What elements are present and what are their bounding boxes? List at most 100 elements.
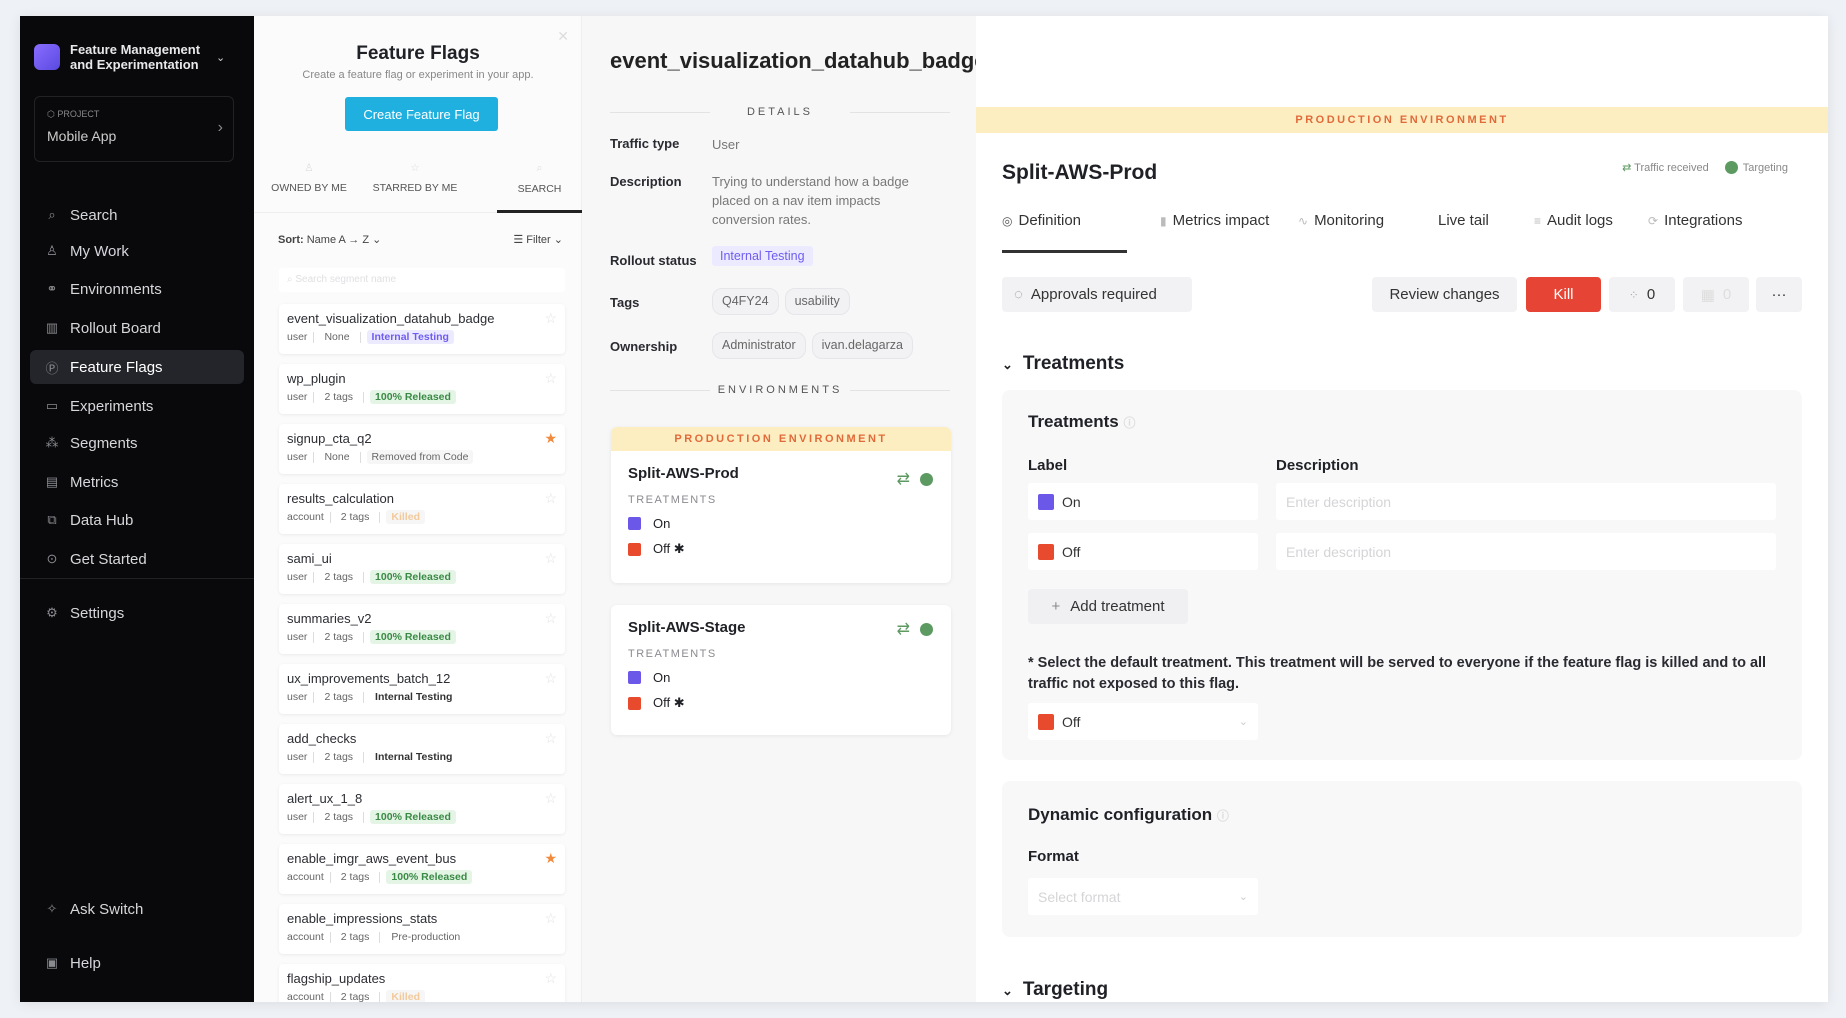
star-icon[interactable]: ☆ (544, 610, 557, 626)
app-name: Feature Management (70, 42, 201, 57)
user-icon: ♙ (46, 243, 58, 258)
search-input[interactable]: ⌕ Search segment name (279, 268, 565, 292)
sidebar-item-search[interactable]: ⌕ Search (30, 198, 244, 232)
environment-card-stage[interactable]: Split-AWS-Stage ⇄ TREATMENTS On Off ✱ (611, 605, 951, 735)
flag-tags: 2 tags (340, 511, 370, 523)
sidebar-item-metrics[interactable]: ▤ Metrics (30, 465, 244, 499)
traffic-status: ⇄ Traffic received (1622, 161, 1709, 174)
flag-list-item[interactable]: ux_improvements_batch_12 user 2 tags Intern… (279, 664, 565, 714)
default-treatment-select[interactable]: Off ⌄ (1028, 703, 1258, 740)
flag-list-item[interactable]: summaries_v2 user 2 tags 100% Released ☆ (279, 604, 565, 654)
star-icon[interactable]: ★ (544, 430, 557, 446)
flag-list-item[interactable]: flagship_updates account 2 tags Killed ☆ (279, 964, 565, 1002)
flag-list-item[interactable]: add_checks user 2 tags Internal Testing ☆ (279, 724, 565, 774)
review-changes-button[interactable]: Review changes (1372, 277, 1517, 312)
flag-tags: 2 tags (324, 391, 354, 403)
count: 0 (1646, 286, 1656, 303)
sidebar-item-label: Metrics (70, 473, 119, 491)
info-icon: ⓘ (1216, 809, 1229, 823)
tab-monitoring[interactable]: ∿ Monitoring (1298, 212, 1384, 229)
sidebar-item-feature-flags[interactable]: Ⓟ Feature Flags (30, 350, 244, 384)
star-icon[interactable]: ☆ (544, 370, 557, 386)
app-window: Feature Management and Experimentation ⌄… (20, 16, 1828, 1002)
environment-panel: PRODUCTION ENVIRONMENT Split-AWS-Prod ⇄ … (976, 16, 1828, 1002)
sidebar-item-experiments[interactable]: ▭ Experiments (30, 389, 244, 423)
tab-label: Audit logs (1547, 212, 1613, 229)
flag-list-item[interactable]: enable_imgr_aws_event_bus account 2 tags 10… (279, 844, 565, 894)
star-icon[interactable]: ☆ (544, 730, 557, 746)
targeting-section-toggle[interactable]: ⌄ Targeting (1002, 979, 1108, 1001)
format-select[interactable]: Select format ⌄ (1028, 878, 1258, 915)
treatment-description-input[interactable]: Enter description (1276, 533, 1776, 570)
tab-starred-by-me[interactable]: ☆ STARRED BY ME (360, 162, 470, 194)
sidebar-item-environments[interactable]: ⚭ Environments (30, 272, 244, 306)
flag-tags: None (324, 451, 350, 463)
flag-list-item[interactable]: wp_plugin user 2 tags 100% Released ☆ (279, 364, 565, 414)
project-name: Mobile App (47, 128, 117, 144)
star-icon[interactable]: ☆ (544, 910, 557, 926)
traffic-type-value: User (712, 137, 740, 152)
star-icon[interactable]: ☆ (544, 550, 557, 566)
flag-list-item[interactable]: sami_ui user 2 tags 100% Released ☆ (279, 544, 565, 594)
flag-traffic-type: user (287, 391, 308, 403)
project-icon: ⬡ (47, 109, 58, 119)
flag-traffic-type: account (287, 511, 324, 523)
tab-label: Monitoring (1314, 212, 1385, 229)
ask-switch-button[interactable]: ✧ Ask Switch (30, 892, 244, 926)
create-feature-flag-button[interactable]: Create Feature Flag (345, 97, 498, 131)
add-treatment-button[interactable]: + Add treatment (1028, 589, 1188, 624)
approvals-required-button[interactable]: ◌ Approvals required (1002, 277, 1192, 312)
help-button[interactable]: ▣ Help (30, 946, 244, 980)
traffic-arrows-icon: ⇄ (1622, 162, 1635, 174)
sidebar-item-rollout-board[interactable]: ▥ Rollout Board (30, 311, 244, 345)
sort-value: Name A → Z (306, 234, 370, 246)
treatment-label-input[interactable]: On (1028, 483, 1258, 520)
star-icon[interactable]: ☆ (544, 970, 557, 986)
tab-audit-logs[interactable]: ≡ Audit logs (1534, 212, 1613, 229)
tab-search[interactable]: ⌕ SEARCH (497, 162, 582, 213)
flag-traffic-type: user (287, 631, 308, 643)
tab-live-tail[interactable]: Live tail (1432, 212, 1489, 229)
segments-count-button[interactable]: ⁘ 0 (1609, 277, 1675, 312)
star-icon[interactable]: ☆ (544, 490, 557, 506)
sidebar-item-settings[interactable]: ⚙ Settings (30, 596, 244, 630)
input-value: Off (1062, 543, 1081, 560)
app-name-line2: and Experimentation (70, 57, 199, 72)
tab-definition[interactable]: ◎ Definition (1002, 212, 1081, 229)
filter-button[interactable]: ☰ Filter ⌄ (513, 233, 563, 246)
star-icon[interactable]: ☆ (544, 310, 557, 326)
flag-list-item[interactable]: alert_ux_1_8 user 2 tags 100% Released ☆ (279, 784, 565, 834)
more-options-button[interactable]: ··· (1756, 277, 1802, 312)
treatment-label-input[interactable]: Off (1028, 533, 1258, 570)
treatments-section-toggle[interactable]: ⌄ Treatments (1002, 353, 1124, 375)
flag-list-item[interactable]: enable_impressions_stats account 2 tags Pre… (279, 904, 565, 954)
environment-card-prod[interactable]: PRODUCTION ENVIRONMENT Split-AWS-Prod ⇄ … (611, 427, 951, 583)
format-label: Format (1028, 848, 1079, 865)
flag-list-item[interactable]: event_visualization_datahub_badge user Non… (279, 304, 565, 354)
treatment-description-input[interactable]: Enter description (1276, 483, 1776, 520)
flag-traffic-type: user (287, 811, 308, 823)
check-circle-icon: ◌ (1014, 286, 1023, 303)
status-dot-icon (1724, 161, 1738, 174)
close-icon[interactable]: ✕ (557, 28, 569, 44)
project-selector[interactable]: ⬡ PROJECT Mobile App › (34, 96, 234, 162)
star-icon[interactable]: ☆ (544, 670, 557, 686)
star-icon[interactable]: ★ (544, 850, 557, 866)
production-banner: PRODUCTION ENVIRONMENT (611, 427, 951, 451)
flag-list-item[interactable]: signup_cta_q2 user None Removed from Code ★ (279, 424, 565, 474)
sidebar-item-my-work[interactable]: ♙ My Work (30, 234, 244, 268)
tab-metrics-impact[interactable]: ▮ Metrics impact (1160, 212, 1269, 229)
sidebar-item-get-started[interactable]: ⊙ Get Started (30, 542, 244, 576)
sidebar-item-segments[interactable]: ⁂ Segments (30, 426, 244, 460)
flag-tags: 2 tags (324, 811, 354, 823)
schedule-count-button[interactable]: ▦ 0 (1683, 277, 1749, 312)
tab-owned-by-me[interactable]: ♙ OWNED BY ME (254, 162, 364, 194)
tab-integrations[interactable]: ⟳ Integrations (1648, 212, 1742, 229)
kill-button[interactable]: Kill (1526, 277, 1601, 312)
sidebar-item-data-hub[interactable]: ⧉ Data Hub (30, 503, 244, 537)
star-icon[interactable]: ☆ (544, 790, 557, 806)
sort-dropdown[interactable]: Sort: Name A → Z ⌄ (278, 233, 381, 246)
app-switcher[interactable]: Feature Management and Experimentation ⌄ (34, 42, 225, 72)
traffic-arrows-icon: ⇄ (896, 621, 910, 638)
flag-list-item[interactable]: results_calculation account 2 tags Killed ☆ (279, 484, 565, 534)
